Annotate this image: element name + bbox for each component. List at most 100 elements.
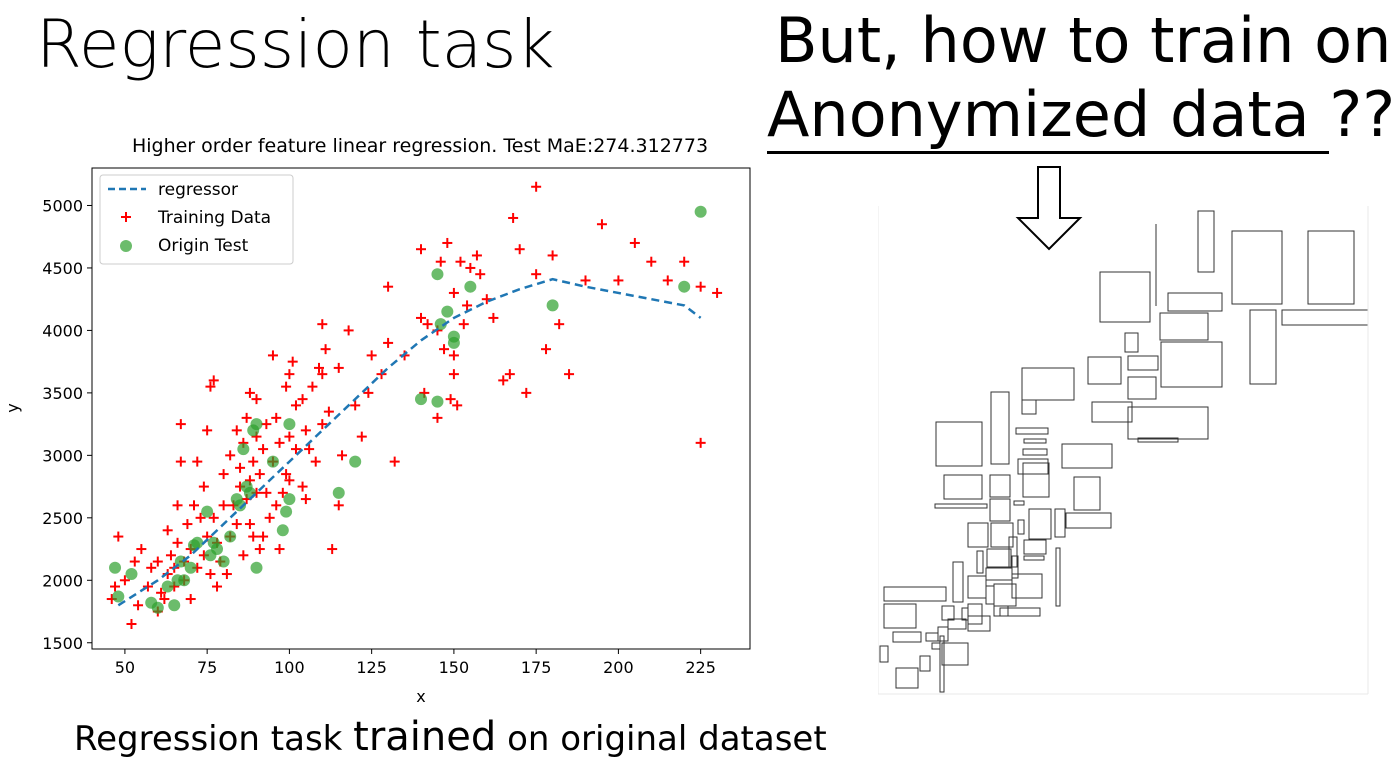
training-point (613, 275, 624, 286)
x-tick-label: 75 (197, 658, 217, 677)
training-point (218, 500, 229, 511)
anon-rect (1281, 309, 1369, 326)
anonymized-data-panel (878, 206, 1369, 695)
training-point (333, 362, 344, 373)
anon-rect (941, 642, 969, 666)
anon-rect (1167, 292, 1223, 312)
down-arrow-icon (1015, 166, 1083, 251)
training-point (113, 531, 124, 542)
anon-rect (1249, 309, 1277, 385)
test-point (112, 590, 125, 603)
test-point (168, 599, 181, 612)
training-point (284, 475, 295, 486)
anon-rect (1127, 376, 1157, 400)
training-point (580, 275, 591, 286)
legend-test-label: Origin Test (158, 236, 249, 256)
training-point (251, 394, 262, 405)
training-point (290, 444, 301, 455)
test-point (678, 280, 691, 293)
anon-rect (931, 642, 941, 650)
training-point (281, 469, 292, 480)
training-point (175, 456, 186, 467)
training-point (152, 556, 163, 567)
training-point (304, 444, 315, 455)
anon-rect (1124, 332, 1139, 353)
training-point (136, 544, 147, 555)
training-point (498, 375, 509, 386)
axes: 50 75 100 125 150 175 200 225 1500 2000 2500 3000 35… (42, 196, 716, 677)
test-point (276, 524, 289, 537)
training-point (235, 462, 246, 473)
anon-rect (919, 655, 931, 672)
training-point (261, 487, 272, 498)
training-point (695, 437, 706, 448)
training-point (389, 456, 400, 467)
anon-rect (1008, 536, 1018, 568)
anon-rect (952, 561, 964, 603)
training-point (244, 387, 255, 398)
anon-rect (1021, 399, 1037, 415)
anon-rect (989, 474, 1011, 498)
training-point (274, 437, 285, 448)
training-point (271, 412, 282, 423)
anon-rect (1127, 406, 1209, 440)
legend-test-swatch (120, 240, 132, 252)
anon-rect (1015, 427, 1049, 435)
training-point (126, 619, 137, 630)
y-tick-label: 5000 (42, 196, 83, 215)
training-point (521, 387, 532, 398)
y-tick-label: 4500 (42, 259, 83, 278)
training-point (439, 344, 450, 355)
test-point (332, 486, 345, 499)
anon-rect (1017, 519, 1025, 535)
training-point (297, 481, 308, 492)
training-point (445, 394, 456, 405)
training-point (531, 269, 542, 280)
test-point (283, 418, 296, 431)
anon-rect (947, 618, 967, 630)
training-point (172, 500, 183, 511)
legend-regressor-label: regressor (158, 180, 238, 200)
anon-rect (1055, 547, 1061, 607)
anon-rect (1028, 508, 1052, 540)
anon-rect (1022, 462, 1050, 498)
legend-training-label: Training Data (157, 208, 271, 228)
caption-post: on original dataset (496, 719, 827, 759)
training-point (317, 419, 328, 430)
x-tick-label: 100 (274, 658, 305, 677)
anon-rect (1013, 500, 1025, 506)
anon-rect (941, 605, 955, 621)
anon-rect (1091, 401, 1133, 423)
training-point (162, 525, 173, 536)
training-point (281, 381, 292, 392)
y-tick-label: 3000 (42, 446, 83, 465)
training-point (258, 531, 269, 542)
test-point (211, 543, 224, 556)
training-point (541, 344, 552, 355)
training-point (300, 494, 311, 505)
training-point (596, 219, 607, 230)
training-point (350, 400, 361, 411)
training-point (333, 500, 344, 511)
training-point (277, 487, 288, 498)
training-point (244, 519, 255, 530)
training-point (432, 412, 443, 423)
x-axis-label: x (416, 687, 425, 706)
x-tick-label: 125 (356, 658, 387, 677)
training-point (146, 562, 157, 573)
x-tick-label: 225 (685, 658, 716, 677)
training-point (254, 469, 265, 480)
training-point (119, 575, 130, 586)
training-point (442, 237, 453, 248)
test-point (441, 305, 454, 318)
training-point (343, 325, 354, 336)
training-point (133, 600, 144, 611)
training-point (458, 319, 469, 330)
test-point (434, 318, 447, 331)
training-point (261, 419, 272, 430)
test-point (694, 205, 707, 218)
test-point (191, 536, 204, 549)
x-tick-label: 50 (115, 658, 135, 677)
test-point (349, 455, 362, 468)
training-point (310, 456, 321, 467)
